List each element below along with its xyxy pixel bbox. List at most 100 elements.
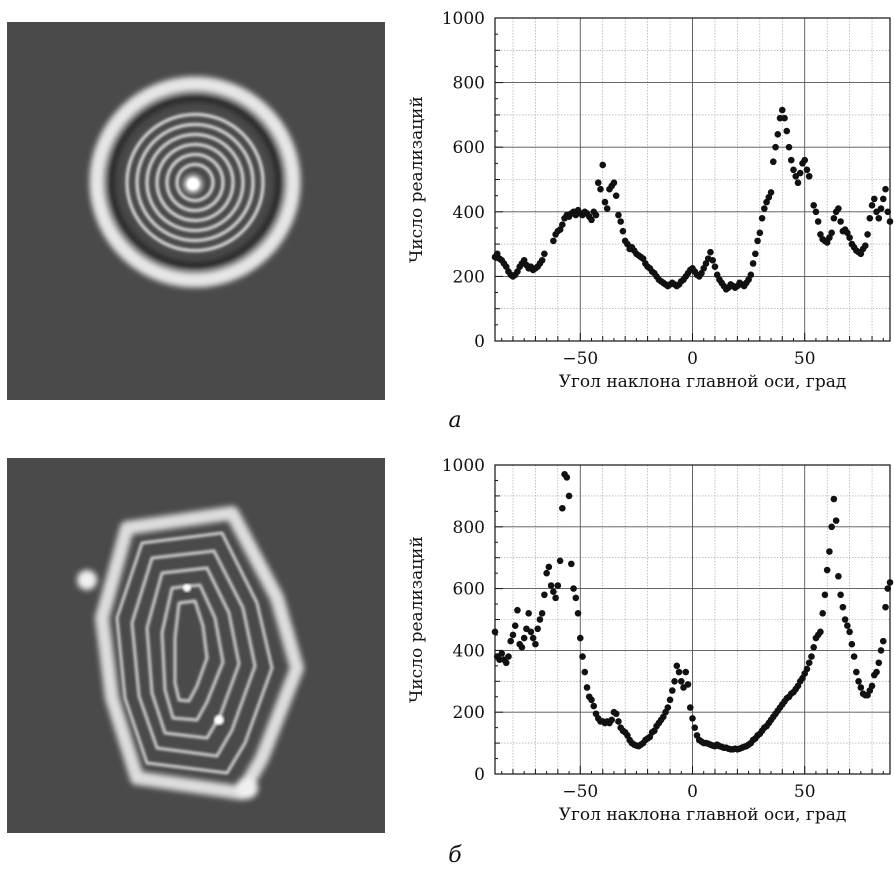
data-point: [830, 495, 838, 503]
data-point: [835, 572, 842, 580]
data-point: [612, 192, 620, 199]
data-point: [877, 205, 885, 212]
data-point: [603, 205, 611, 212]
data-point: [572, 594, 580, 602]
data-point: [767, 189, 775, 196]
data-point: [877, 647, 885, 654]
data-point: [805, 659, 813, 667]
data-point: [826, 548, 833, 555]
data-point: [608, 716, 616, 724]
y-tick-label: 800: [453, 518, 485, 538]
data-point: [841, 616, 849, 623]
data-point: [574, 610, 582, 617]
data-point: [588, 696, 595, 704]
data-point: [832, 517, 840, 524]
data-point: [664, 704, 672, 711]
data-point: [684, 681, 692, 688]
data-point: [583, 684, 591, 691]
data-point: [568, 560, 575, 568]
data-point: [790, 166, 797, 174]
y-axis-label: Число реализаций: [407, 536, 427, 703]
x-tick-label: 50: [794, 349, 816, 369]
data-point: [774, 130, 782, 138]
data-point: [559, 504, 566, 512]
data-point: [509, 631, 517, 639]
data-point: [559, 221, 566, 229]
data-point: [810, 202, 817, 209]
x-axis-label: Угол наклона главной оси, град: [559, 805, 847, 825]
data-point: [848, 640, 856, 648]
interference-rings-image-b: [7, 458, 385, 833]
data-point: [525, 610, 532, 617]
data-point: [875, 659, 883, 667]
x-axis-label: Угол наклона главной оси, град: [559, 372, 847, 392]
data-point: [785, 143, 793, 151]
data-point: [507, 637, 515, 645]
data-point: [803, 166, 811, 174]
data-point: [590, 702, 598, 710]
y-tick-label: 0: [474, 765, 485, 785]
axis-ticks: [495, 33, 884, 341]
x-tick-label: −50: [562, 349, 598, 369]
data-point: [588, 216, 595, 224]
data-point: [853, 668, 860, 676]
data-point: [862, 242, 869, 250]
data-point: [814, 218, 822, 225]
data-point: [502, 659, 510, 667]
data-point: [805, 172, 813, 180]
data-point: [576, 634, 584, 642]
data-point: [527, 628, 535, 636]
data-point: [615, 718, 622, 725]
data-point: [823, 566, 831, 574]
caption-a: а: [448, 408, 462, 433]
data-point: [794, 179, 802, 187]
data-point: [505, 653, 512, 660]
data-point: [610, 179, 618, 187]
data-point: [538, 256, 546, 264]
scatter-plot-b: −50 0 50 0 200 400 600 800 1000 Угол наклона глав…: [407, 456, 894, 825]
data-point: [756, 229, 764, 237]
data-point: [769, 158, 777, 166]
data-point: [691, 724, 699, 731]
data-point: [536, 616, 544, 623]
data-point: [873, 668, 880, 676]
data-point: [772, 143, 779, 151]
data-point: [673, 662, 681, 670]
x-tick-label: 50: [794, 782, 816, 802]
data-point: [579, 653, 586, 660]
x-tick-label: 0: [687, 349, 698, 369]
data-point: [866, 214, 874, 222]
data-point: [666, 696, 674, 704]
data-point: [615, 211, 622, 219]
data-point: [749, 260, 757, 267]
data-point: [819, 610, 826, 617]
data-point: [850, 653, 858, 660]
data-point: [839, 603, 847, 611]
y-tick-label: 800: [453, 74, 485, 94]
data-point: [617, 218, 624, 225]
data-point: [846, 628, 853, 636]
axis-ticks: [495, 479, 884, 774]
data-point: [758, 214, 766, 222]
data-point: [752, 250, 759, 258]
data-point: [868, 682, 876, 690]
data-point: [864, 231, 871, 238]
data-point: [801, 156, 809, 164]
data-point: [597, 185, 604, 193]
data-point: [787, 156, 795, 164]
data-point: [518, 644, 526, 651]
data-point: [886, 579, 894, 586]
y-tick-label: 600: [453, 138, 485, 158]
data-point: [543, 569, 550, 577]
data-points: [491, 106, 894, 293]
data-point: [581, 668, 589, 676]
data-point: [552, 594, 559, 602]
data-point: [846, 234, 853, 241]
data-point: [689, 715, 696, 722]
y-tick-label: 200: [453, 703, 485, 723]
data-point: [844, 622, 851, 629]
data-point: [601, 198, 609, 206]
data-point: [514, 606, 521, 614]
data-point: [886, 218, 894, 225]
data-point: [817, 628, 824, 636]
